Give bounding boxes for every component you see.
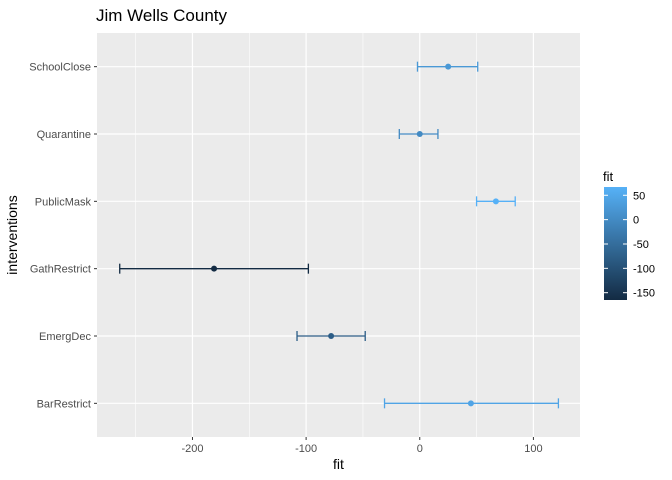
y-axis: SchoolClose Quarantine PublicMask GathRestr…: [29, 62, 97, 410]
legend-tick-label: -50: [633, 239, 649, 251]
x-tick-label: 100: [524, 443, 542, 455]
y-tick-label: Quarantine: [37, 129, 91, 141]
plot-panel: [97, 33, 580, 437]
data-point: [467, 400, 474, 407]
data-point: [445, 63, 452, 70]
data-marks: [119, 61, 560, 409]
color-legend: fit 50 0 -50 -100 -150: [603, 169, 655, 300]
legend-tick-label: -100: [633, 263, 655, 275]
legend-tick-label: -150: [633, 288, 655, 300]
chart-title: Jim Wells County: [96, 6, 227, 25]
data-point: [492, 198, 499, 205]
legend-tick-label: 0: [633, 215, 639, 227]
x-tick-label: -200: [181, 443, 203, 455]
data-point: [328, 333, 335, 339]
x-axis-label: fit: [333, 456, 344, 472]
legend-tick-label: 50: [633, 190, 645, 202]
x-axis: -200 -100 0 100: [181, 437, 543, 455]
data-point: [416, 131, 423, 137]
minor-gridlines: [135, 33, 477, 437]
y-tick-label: GathRestrict: [30, 264, 91, 276]
legend-title: fit: [603, 169, 614, 184]
y-axis-label: interventions: [4, 195, 20, 274]
y-tick-label: SchoolClose: [29, 62, 91, 74]
y-tick-label: EmergDec: [39, 331, 91, 343]
y-tick-label: PublicMask: [35, 196, 92, 208]
legend-ticks: 50 0 -50 -100 -150: [604, 190, 655, 300]
x-tick-label: -100: [295, 443, 317, 455]
legend-colorbar: [604, 187, 627, 300]
data-point: [211, 265, 218, 272]
y-tick-label: BarRestrict: [37, 398, 91, 410]
x-tick-label: 0: [417, 443, 423, 455]
